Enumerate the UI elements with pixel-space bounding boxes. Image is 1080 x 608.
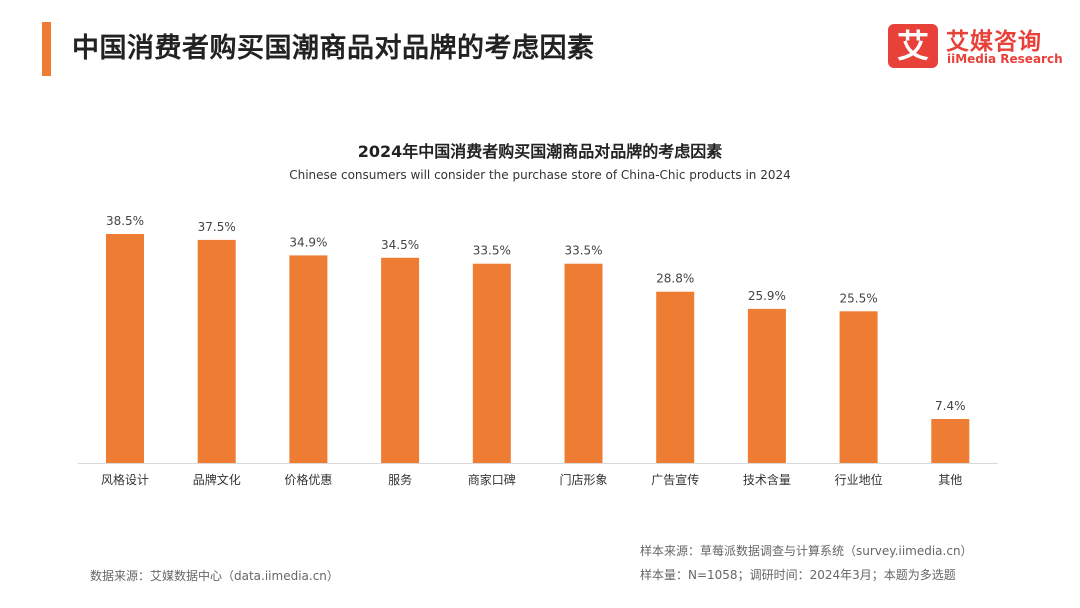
data-label: 25.5% xyxy=(840,291,878,305)
data-label: 34.5% xyxy=(381,238,419,252)
x-tick-label: 商家口碑 xyxy=(468,472,516,487)
x-tick-label: 品牌文化 xyxy=(193,472,241,487)
x-tick-label: 技术含量 xyxy=(743,472,791,487)
iimedia-logo: 艾 艾媒咨询 iiMedia Research xyxy=(888,24,1063,70)
x-tick-label: 行业地位 xyxy=(835,472,883,487)
sample-size-note: 样本量：N=1058；调研时间：2024年3月；本题为多选题 xyxy=(640,568,956,582)
logo-name-cn: 艾媒咨询 xyxy=(946,29,1042,55)
data-label: 33.5% xyxy=(564,244,602,258)
data-label: 7.4% xyxy=(935,399,966,413)
bar xyxy=(747,308,786,463)
chart-title: 2024年中国消费者购买国潮商品对品牌的考虑因素 xyxy=(357,142,723,161)
data-label: 33.5% xyxy=(473,244,511,258)
x-tick-label: 其他 xyxy=(938,473,962,487)
page-title: 中国消费者购买国潮商品对品牌的考虑因素 xyxy=(72,33,595,64)
bar xyxy=(106,234,144,463)
bar xyxy=(839,311,878,463)
bar xyxy=(564,263,603,463)
x-tick-label: 价格优惠 xyxy=(284,472,332,487)
bar xyxy=(656,291,695,463)
data-label: 28.8% xyxy=(656,272,694,286)
chart-subtitle: Chinese consumers will consider the purc… xyxy=(289,168,791,182)
data-label: 37.5% xyxy=(198,220,236,234)
bar xyxy=(381,257,420,463)
logo-mark-icon: 艾 xyxy=(888,24,938,68)
data-label: 38.5% xyxy=(106,214,144,228)
data-label: 25.9% xyxy=(748,289,786,303)
x-tick-label: 广告宣传 xyxy=(651,472,699,487)
x-tick-label: 门店形象 xyxy=(559,472,607,487)
bar xyxy=(931,419,970,463)
bar xyxy=(289,255,328,463)
title-accent-bar xyxy=(42,22,51,76)
sample-source-note: 样本来源：草莓派数据调查与计算系统（survey.iimedia.cn） xyxy=(640,544,973,558)
logo-name-en: iiMedia Research xyxy=(947,52,1063,66)
data-label: 34.9% xyxy=(289,235,327,249)
data-source-note: 数据来源：艾媒数据中心（data.iimedia.cn） xyxy=(90,569,339,583)
x-tick-label: 风格设计 xyxy=(101,472,149,487)
bar xyxy=(197,239,236,463)
bar xyxy=(472,263,511,463)
x-tick-label: 服务 xyxy=(388,472,412,487)
